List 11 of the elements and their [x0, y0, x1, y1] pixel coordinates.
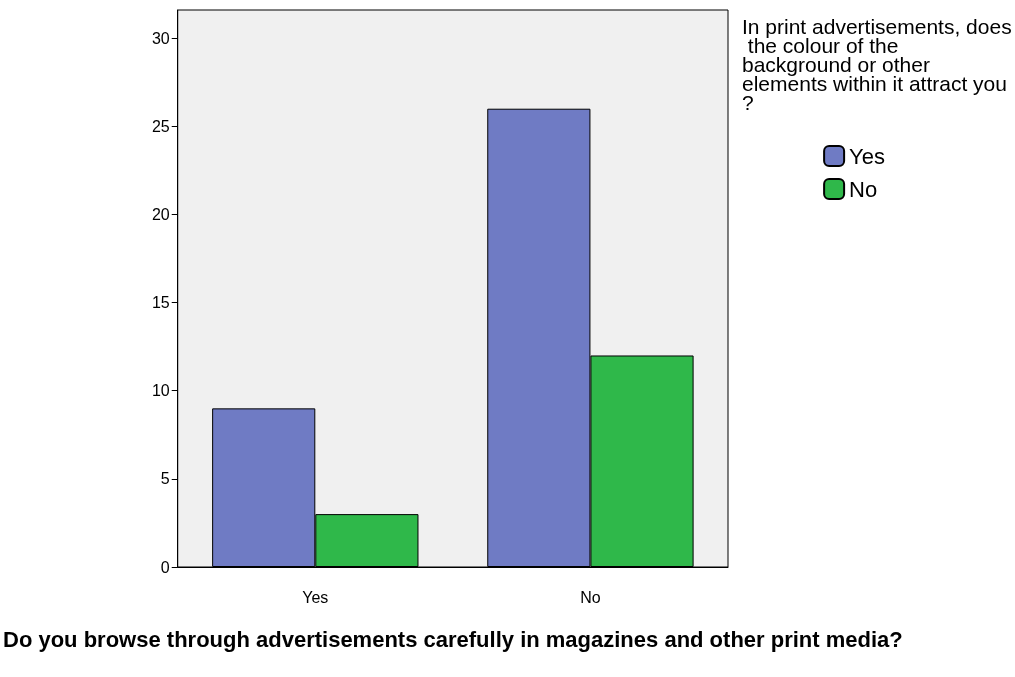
legend-label: Yes: [849, 143, 885, 169]
legend-title: In print advertisements, does the colour of the background or other elements within it attract you?: [742, 15, 1012, 114]
y-tick-label: 0: [160, 558, 170, 576]
x-axis-title: Do you browse through advertisements carefully in magazines and other print media?: [3, 626, 903, 652]
y-tick-label: 5: [160, 470, 170, 488]
y-tick-label: 20: [151, 205, 170, 223]
y-tick-label: 10: [151, 382, 170, 400]
y-tick-label: 30: [151, 29, 170, 47]
legend-label: No: [849, 176, 878, 202]
y-tick-label: 15: [151, 294, 170, 312]
y-tick-label: 25: [151, 117, 170, 135]
